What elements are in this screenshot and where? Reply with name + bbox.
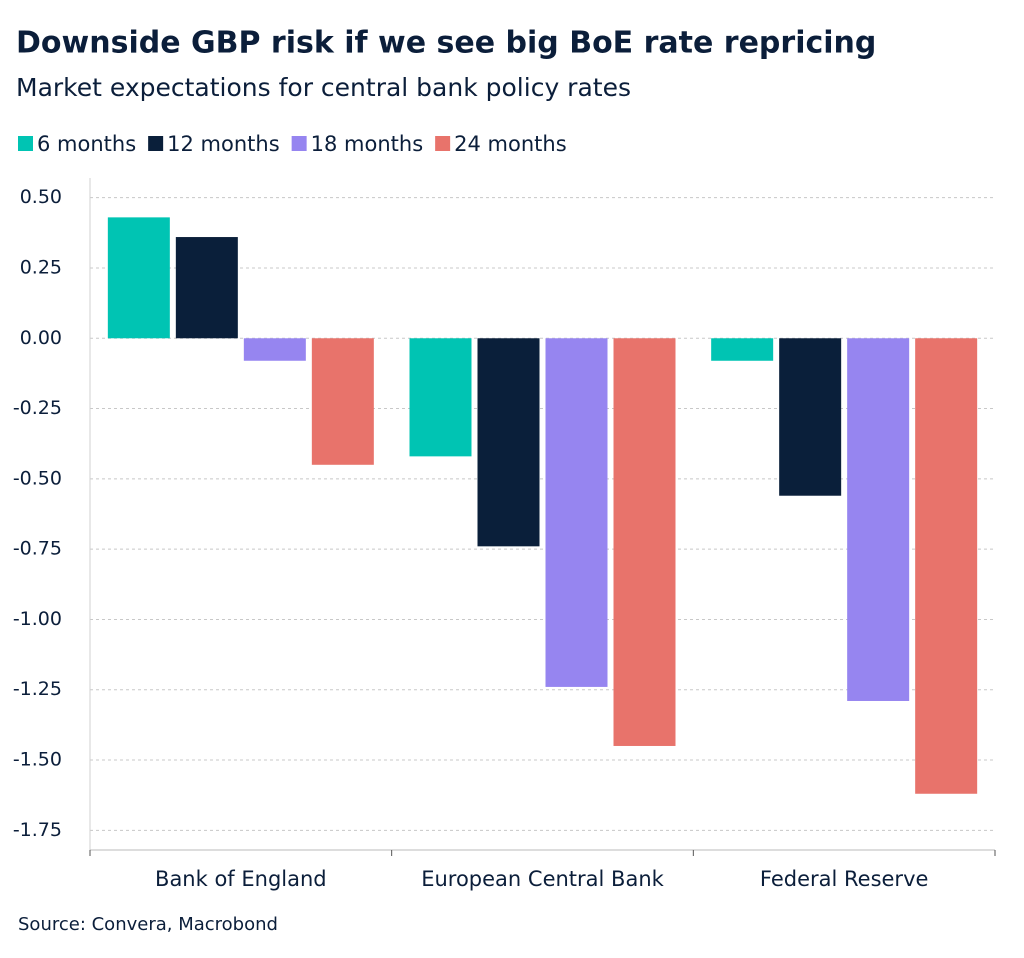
y-tick-label: -1.00: [13, 608, 62, 630]
legend-label: 24 months: [454, 132, 567, 156]
bar: [779, 338, 842, 496]
bar: [613, 338, 676, 746]
y-tick-label: 0.25: [20, 256, 62, 278]
legend-swatch: [435, 136, 451, 151]
bar: [915, 338, 978, 794]
bar: [175, 237, 238, 339]
legend-label: 6 months: [37, 132, 136, 156]
bar: [107, 217, 170, 339]
y-tick-label: -0.25: [13, 397, 62, 419]
x-tick-label: Federal Reserve: [760, 867, 929, 891]
x-tick-label: European Central Bank: [421, 867, 664, 891]
y-tick-label: 0.50: [20, 186, 62, 208]
legend-label: 12 months: [167, 132, 280, 156]
y-tick-label: 0.00: [20, 327, 62, 349]
x-tick-label: Bank of England: [155, 867, 327, 891]
y-tick-label: -0.75: [13, 538, 62, 560]
bar: [847, 338, 910, 701]
bar: [243, 338, 306, 361]
y-tick-label: -1.50: [13, 749, 62, 771]
y-tick-label: -1.25: [13, 678, 62, 700]
bar: [545, 338, 608, 687]
y-tick-label: -0.50: [13, 467, 62, 489]
bar: [477, 338, 540, 547]
chart-title: Downside GBP risk if we see big BoE rate…: [16, 26, 876, 61]
y-tick-label: -1.75: [13, 819, 62, 841]
chart-subtitle: Market expectations for central bank pol…: [16, 73, 631, 102]
legend-label: 18 months: [311, 132, 424, 156]
legend-swatch: [18, 136, 33, 151]
source-note: Source: Convera, Macrobond: [18, 914, 278, 935]
bar: [711, 338, 774, 361]
bar: [311, 338, 374, 465]
bar: [409, 338, 472, 457]
legend-swatch: [148, 136, 164, 151]
legend-swatch: [291, 136, 307, 151]
